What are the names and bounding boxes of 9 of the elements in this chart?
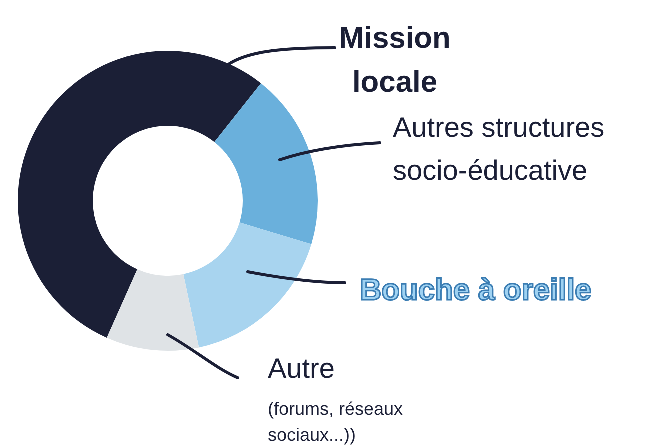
slice-label: Autre [268,353,335,384]
slice-label: Autres structures socio-éducative [393,112,605,186]
donut-slice [106,270,200,351]
slice-label: Bouche à oreille [360,274,592,307]
donut-slice [214,83,318,244]
slice-label: Mission locale [339,22,451,99]
donut-slice [18,51,262,338]
text: (forums, réseaux sociaux...)) [268,399,404,445]
donut-slice [184,222,312,348]
